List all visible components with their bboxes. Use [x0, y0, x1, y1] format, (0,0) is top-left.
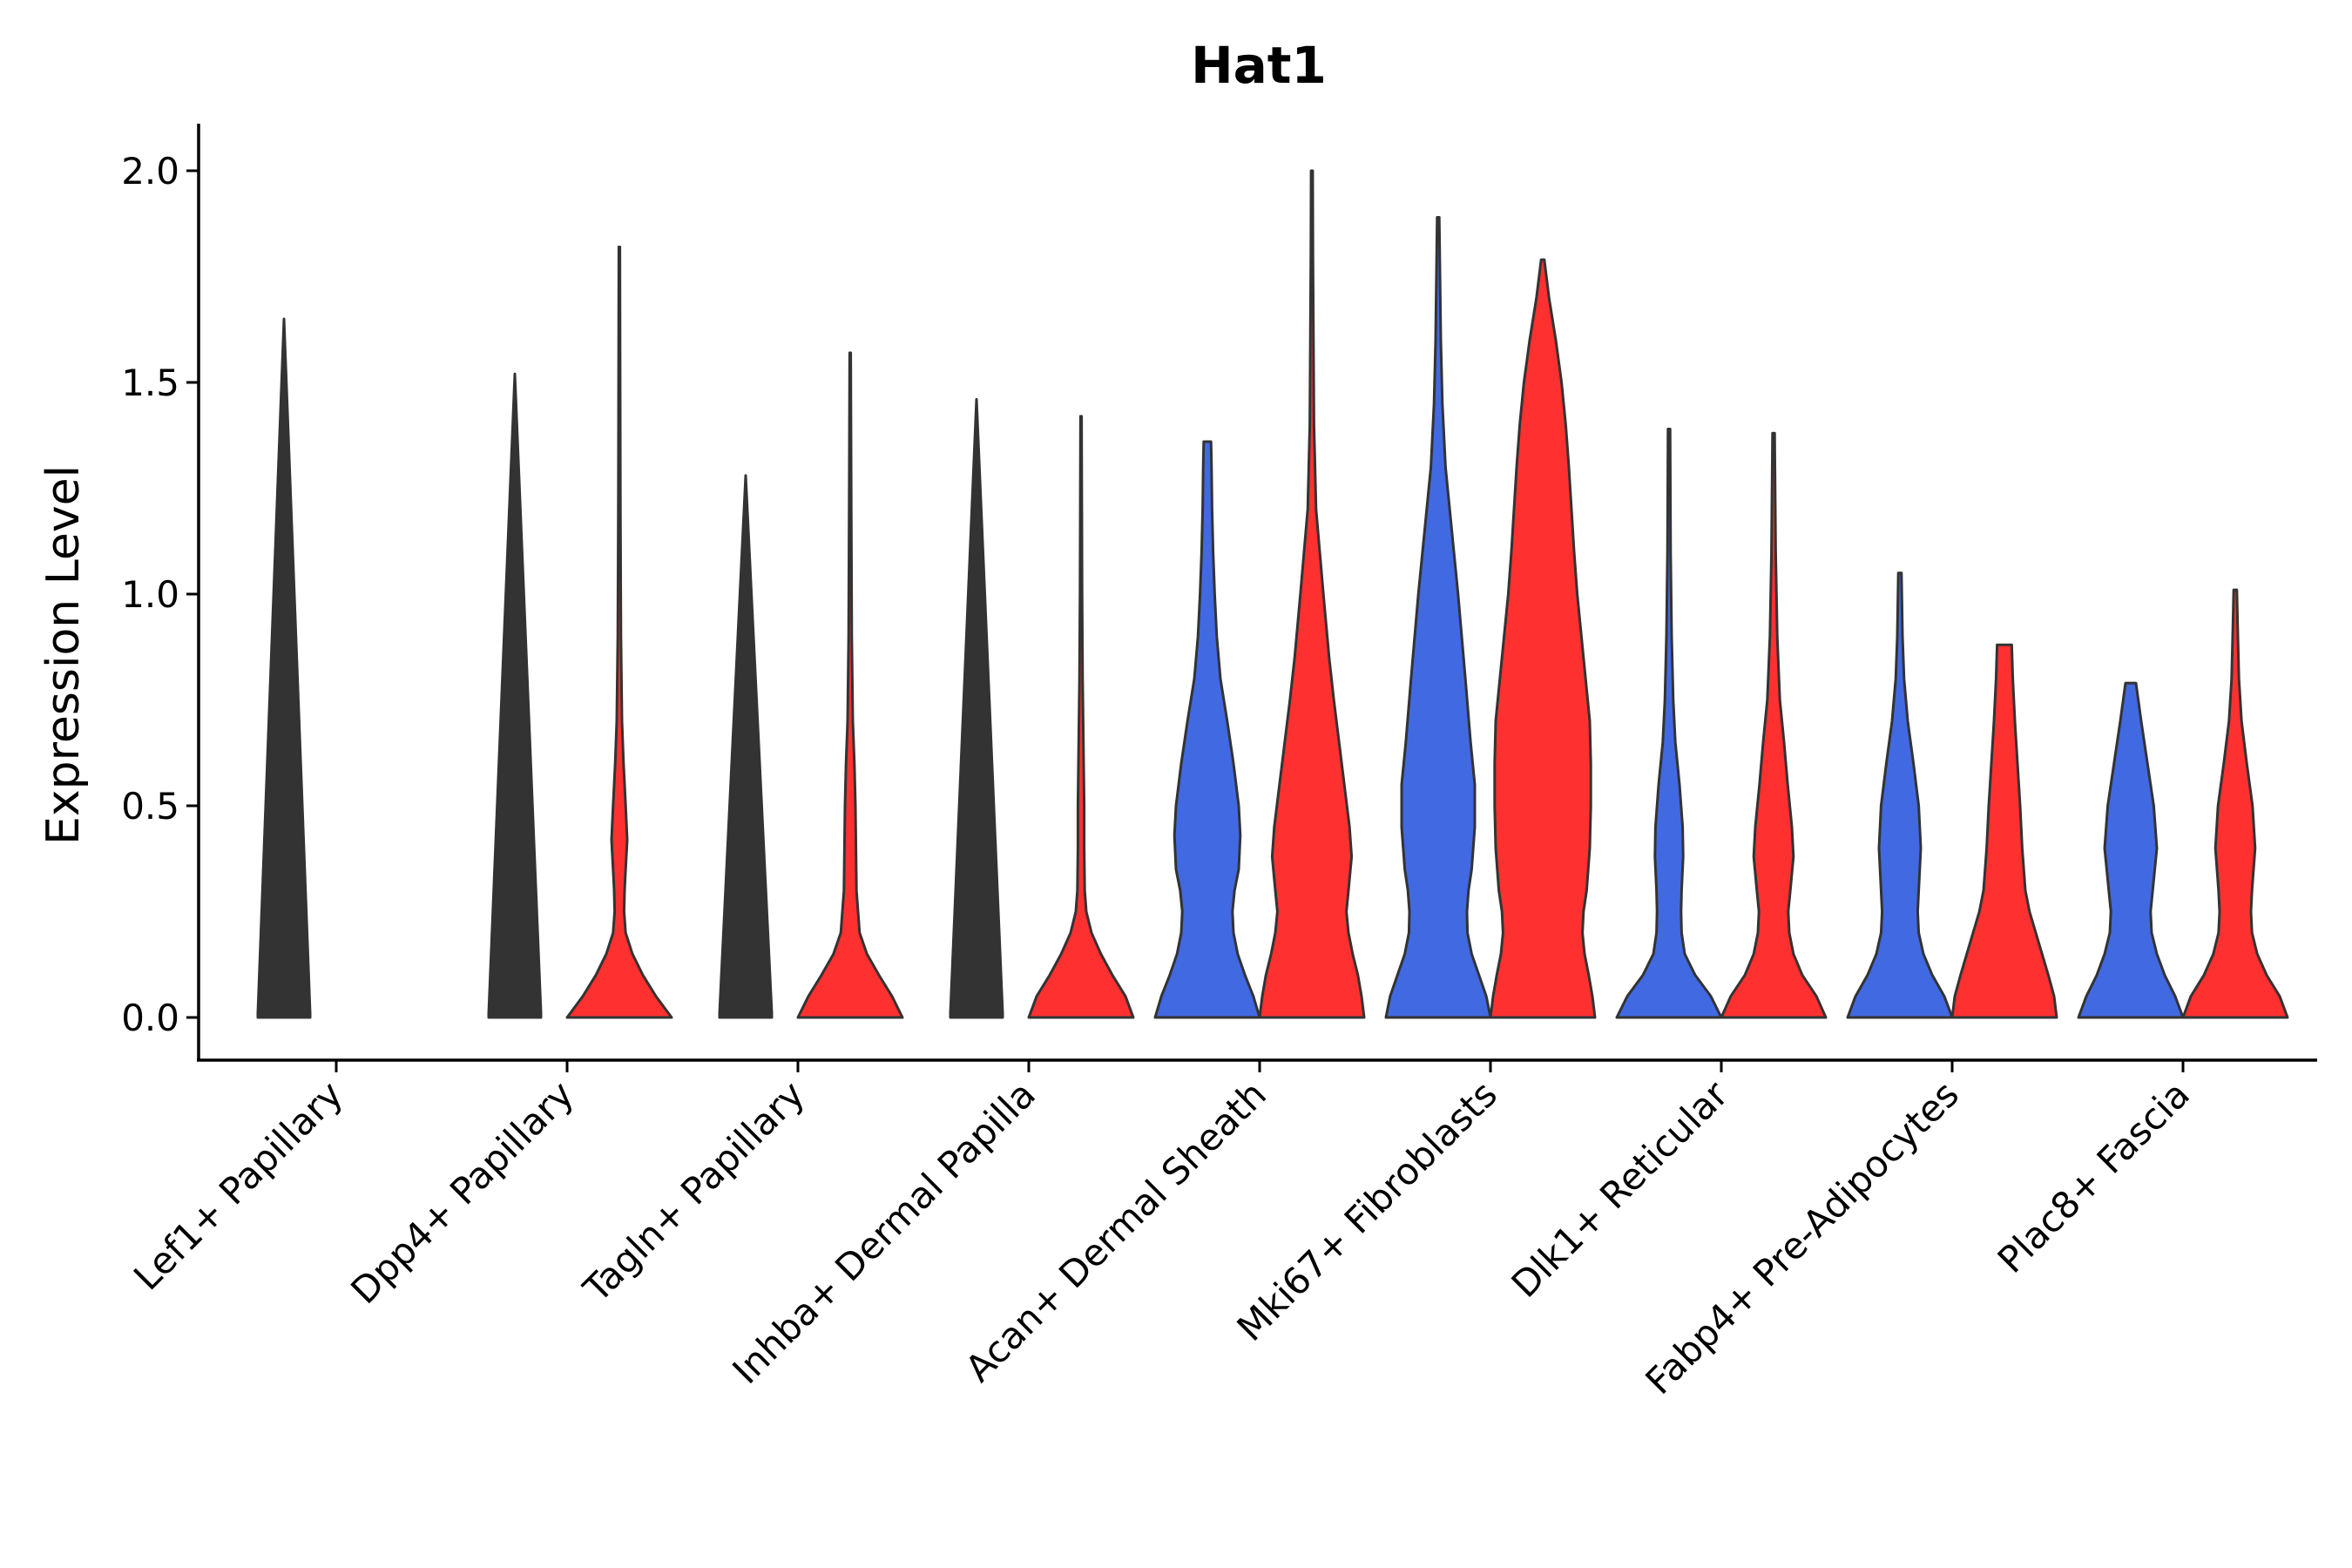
- violin-tagln-papillary-group2: [796, 351, 904, 1019]
- y-ticks-group: 0.0 0.5 1.0 1.5 2.0: [121, 150, 199, 1039]
- violin-tagln-papillary-group1: [718, 474, 774, 1019]
- violin-inhba-dermal-papilla-group2: [1027, 415, 1135, 1019]
- x-tick-label: Lef1+ Papillary: [125, 1072, 351, 1298]
- violin-dpp4-papillary-group1: [487, 372, 543, 1019]
- violin-plac8-fascia-group2: [2181, 588, 2289, 1019]
- x-tick-label: Dpp4+ Papillary: [342, 1072, 582, 1312]
- violin-lef1-papillary-group1: [256, 317, 312, 1019]
- violin-acan-dermal-sheath-group1: [1153, 440, 1261, 1019]
- y-tick-label: 1.5: [121, 362, 179, 404]
- x-tick-label: Tagln+ Papillary: [575, 1072, 813, 1310]
- violin-inhba-dermal-papilla-group1: [949, 397, 1004, 1019]
- violins-group: [256, 169, 2289, 1019]
- y-tick-label: 0.0: [121, 997, 179, 1039]
- x-tick-label: Plac8+ Fascia: [1990, 1072, 2198, 1281]
- violin-dlk1-reticular-group1: [1615, 428, 1723, 1019]
- violin-acan-dermal-sheath-group2: [1258, 169, 1366, 1019]
- violin-fabp4-pre-adipocytes-group2: [1950, 643, 2058, 1019]
- violin-plac8-fascia-group1: [2077, 681, 2185, 1019]
- y-tick-label: 0.5: [121, 785, 179, 828]
- violin-mki67-fibroblasts-group1: [1384, 216, 1492, 1019]
- y-tick-label: 2.0: [121, 150, 179, 193]
- violin-fabp4-pre-adipocytes-group1: [1846, 571, 1954, 1019]
- y-axis-label: Expression Level: [37, 465, 90, 845]
- violin-dlk1-reticular-group2: [1720, 431, 1828, 1019]
- x-tick-label: Mki67+ Fibroblasts: [1229, 1072, 1505, 1348]
- chart-title: Hat1: [1191, 36, 1327, 95]
- y-tick-label: 1.0: [121, 573, 179, 616]
- violin-dpp4-papillary-group2: [565, 246, 673, 1019]
- axes-group: [197, 124, 2317, 1062]
- x-tick-label: Dlk1+ Reticular: [1504, 1072, 1737, 1306]
- violin-mki67-fibroblasts-group2: [1489, 258, 1597, 1019]
